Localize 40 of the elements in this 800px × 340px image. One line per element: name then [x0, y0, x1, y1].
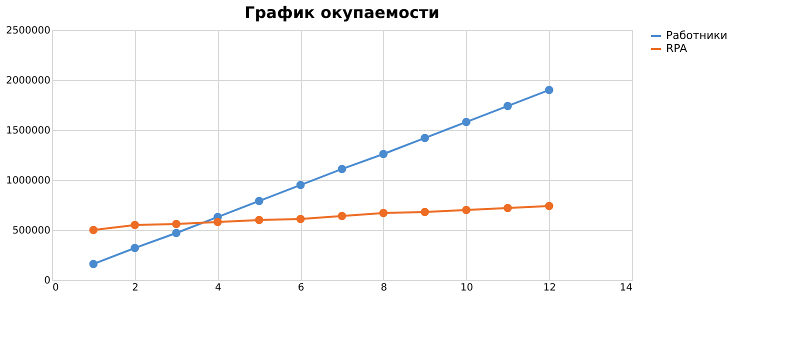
point	[130, 244, 140, 252]
legend-label: Работники	[666, 29, 728, 42]
point	[420, 208, 430, 216]
x-tick-label: 14	[620, 282, 632, 294]
x-tick-label: 10	[460, 282, 474, 294]
x-tick-label: 0	[52, 282, 59, 294]
point	[379, 208, 388, 218]
point	[89, 260, 98, 268]
point	[544, 86, 554, 94]
point	[130, 220, 140, 230]
point	[420, 134, 430, 142]
y-tick-label: 1500000	[6, 126, 50, 136]
y-tick-label: 1000000	[6, 176, 50, 186]
point	[338, 164, 346, 174]
point	[462, 206, 470, 214]
y-tick-label: 500000	[12, 226, 50, 236]
legend-label: RPA	[666, 42, 688, 55]
point	[214, 218, 222, 226]
point	[504, 102, 512, 110]
point	[172, 228, 180, 238]
y-tick-label: 2000000	[6, 76, 50, 86]
y-tick-label: 0	[44, 276, 50, 286]
point	[254, 216, 264, 224]
point	[504, 204, 512, 212]
point	[544, 202, 554, 210]
point	[172, 220, 180, 228]
point	[296, 180, 305, 190]
x-tick-label: 2	[132, 282, 139, 294]
x-tick-label: 12	[543, 282, 556, 294]
point	[338, 212, 346, 220]
point	[254, 196, 264, 206]
x-tick-label: 4	[215, 282, 222, 294]
x-tick-label: 6	[298, 282, 304, 294]
y-tick-label: 2500000	[6, 26, 50, 36]
chart-title: График окупаемости	[244, 3, 440, 22]
x-tick-label: 8	[380, 282, 388, 294]
point	[462, 118, 470, 126]
point	[296, 214, 305, 224]
point	[89, 226, 98, 234]
point	[379, 150, 388, 158]
